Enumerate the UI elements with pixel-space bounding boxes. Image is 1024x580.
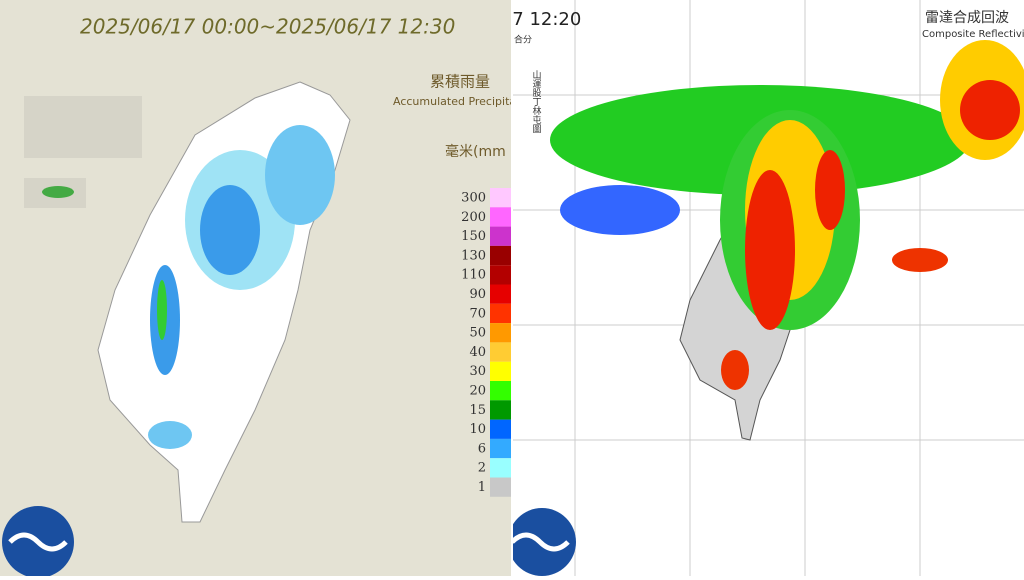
legend-label: 90 <box>469 287 486 302</box>
timestamp: 2025/06/17 12:20 <box>420 9 581 30</box>
legend-label: 110 <box>461 268 486 283</box>
legend-swatch <box>490 438 512 459</box>
legend-label: 6 <box>478 441 486 456</box>
legend-label: 40 <box>469 345 486 360</box>
legend-label: 70 <box>469 306 486 321</box>
legend-label: 2 <box>478 461 486 476</box>
echo <box>960 80 1020 140</box>
rain-area <box>200 185 260 275</box>
logo-swirl <box>8 532 68 552</box>
rain-area <box>148 421 192 449</box>
legend-label: 15 <box>469 403 486 418</box>
legend-label: 10 <box>469 422 486 437</box>
legend-label: 50 <box>469 326 486 341</box>
legend-swatch <box>490 477 512 497</box>
unit: 毫米(mm <box>445 143 506 160</box>
logo <box>512 508 576 576</box>
legend-swatch <box>490 361 512 381</box>
rain-area <box>157 280 167 340</box>
legend: 300 200 150 130 110 90 70 50 40 30 20 15 10 6 2 1 <box>461 188 512 497</box>
station-prefix: 合分 <box>514 34 532 46</box>
legend-swatch <box>490 419 512 439</box>
legend-label: 20 <box>469 384 486 399</box>
legend-swatch <box>490 381 512 401</box>
echo <box>892 248 948 272</box>
legend-swatch <box>490 284 512 304</box>
title-en: Composite Reflectivit <box>922 29 1024 40</box>
legend-label: 1 <box>478 480 486 495</box>
legend-swatch <box>490 323 512 343</box>
echo <box>560 185 680 235</box>
legend-swatch <box>490 400 512 420</box>
title-en: Accumulated Precipitatio <box>393 95 530 108</box>
island <box>42 186 74 198</box>
legend-swatch <box>490 458 512 478</box>
legend-label: 150 <box>461 229 486 244</box>
legend-swatch <box>490 342 512 362</box>
legend-swatch <box>490 245 512 266</box>
rainfall-panel: 2025/06/17 00:00~2025/06/17 12:30 累積雨量 A… <box>0 0 530 576</box>
logo-swirl <box>512 532 570 552</box>
legend-label: 130 <box>461 248 486 263</box>
station-list: 山運股丁林屯圖 <box>531 70 542 134</box>
time-range: 2025/06/17 00:00~2025/06/17 12:30 <box>80 15 455 39</box>
legend-swatch <box>490 303 512 324</box>
title-zh: 累積雨量 <box>430 73 490 91</box>
legend-swatch <box>490 265 512 285</box>
title-zh: 雷達合成回波 <box>925 10 1009 26</box>
radar-panel: 2025/06/17 12:20 雷達合成回波 Composite Reflec… <box>420 0 1024 576</box>
legend-swatch <box>490 188 512 208</box>
echo <box>815 150 845 230</box>
legend-label: 30 <box>469 364 486 379</box>
rain-area <box>265 125 335 225</box>
echo <box>745 170 795 330</box>
legend-label: 200 <box>461 210 486 225</box>
legend-label: 300 <box>461 191 486 206</box>
legend-swatch <box>490 226 512 246</box>
echo <box>721 350 749 390</box>
legend-swatch <box>490 207 512 227</box>
islands-box <box>24 96 142 158</box>
